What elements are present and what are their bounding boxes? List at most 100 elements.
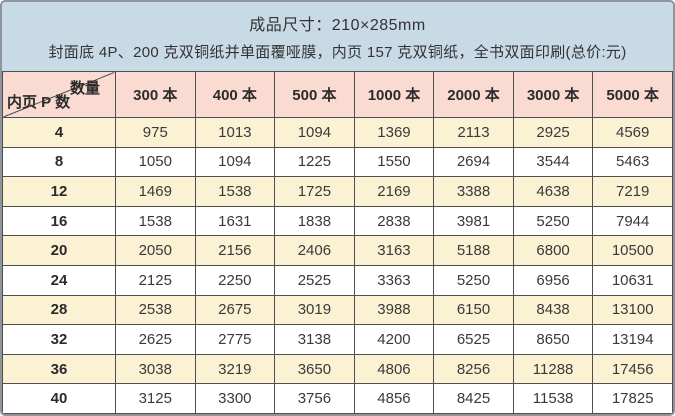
table-row: 20 2050 2156 2406 3163 5188 6800 10500: [2, 235, 673, 266]
price-cell: 4638: [512, 176, 594, 207]
table-row: 28 2538 2675 3019 3988 6150 8438 13100: [2, 294, 673, 326]
pages-cell: 32: [2, 324, 116, 355]
product-size-title: 成品尺寸：210×285mm: [249, 17, 426, 34]
pages-axis-label: 内页 P 数: [7, 94, 71, 111]
quantity-column-header: 5000 本: [592, 71, 673, 118]
price-cell: 7219: [592, 176, 673, 207]
price-cell: 2538: [115, 294, 196, 326]
quantity-column-header: 2000 本: [433, 71, 514, 118]
price-cell: 4806: [353, 353, 435, 385]
price-cell: 2838: [353, 205, 435, 237]
price-cell: 6800: [512, 235, 594, 266]
quantity-column-header: 400 本: [194, 71, 276, 118]
price-cell: 11288: [512, 353, 594, 385]
sheet-header: 成品尺寸：210×285mm 封面底 4P、200 克双铜纸并单面覆哑膜，内页 …: [2, 2, 673, 71]
price-cell: 6525: [433, 324, 514, 355]
price-cell: 1369: [353, 117, 435, 148]
price-cell: 6150: [433, 294, 514, 326]
price-cell: 3300: [194, 383, 276, 414]
quantity-column-header: 300 本: [115, 71, 196, 118]
table-head: 数量 内页 P 数 300 本 400 本 500 本 1000 本 2000 本 300…: [2, 71, 673, 118]
price-cell: 17456: [592, 353, 673, 385]
price-cell: 3138: [274, 324, 355, 355]
pages-cell: 24: [2, 264, 116, 296]
price-cell: 3388: [433, 176, 514, 207]
price-cell: 8256: [433, 353, 514, 385]
pages-cell: 28: [2, 294, 116, 326]
price-cell: 2250: [194, 264, 276, 296]
price-cell: 2925: [512, 117, 594, 148]
price-cell: 2125: [115, 264, 196, 296]
price-cell: 5250: [512, 205, 594, 237]
spec-description: 封面底 4P、200 克双铜纸并单面覆哑膜，内页 157 克双铜纸，全书双面印刷…: [48, 44, 627, 61]
price-cell: 3756: [274, 383, 355, 414]
price-cell: 3650: [274, 353, 355, 385]
price-cell: 10631: [592, 264, 673, 296]
price-cell: 17825: [592, 383, 673, 414]
price-cell: 3544: [512, 146, 594, 178]
price-cell: 3019: [274, 294, 355, 326]
price-cell: 4200: [353, 324, 435, 355]
price-cell: 1550: [353, 146, 435, 178]
table-row: 40 3125 3300 3756 4856 8425 11538 17825: [2, 383, 673, 414]
price-cell: 8425: [433, 383, 514, 414]
table-row: 8 1050 1094 1225 1550 2694 3544 5463: [2, 146, 673, 178]
table-row: 32 2625 2775 3138 4200 6525 8650 13194: [2, 324, 673, 355]
quantity-column-header: 500 本: [274, 71, 355, 118]
price-cell: 13194: [592, 324, 673, 355]
price-cell: 8438: [512, 294, 594, 326]
price-cell: 2406: [274, 235, 355, 266]
pages-cell: 12: [2, 176, 116, 207]
price-cell: 2694: [433, 146, 514, 178]
pages-cell: 4: [2, 117, 116, 148]
pages-cell: 8: [2, 146, 116, 178]
price-cell: 1538: [115, 205, 196, 237]
corner-header-cell: 数量 内页 P 数: [2, 71, 116, 118]
price-cell: 2113: [433, 117, 514, 148]
price-cell: 1225: [274, 146, 355, 178]
price-cell: 4856: [353, 383, 435, 414]
price-cell: 6956: [512, 264, 594, 296]
price-cell: 8650: [512, 324, 594, 355]
price-cell: 2525: [274, 264, 355, 296]
price-cell: 2625: [115, 324, 196, 355]
price-cell: 975: [115, 117, 196, 148]
price-cell: 2169: [353, 176, 435, 207]
price-cell: 2050: [115, 235, 196, 266]
price-cell: 2156: [194, 235, 276, 266]
price-cell: 3363: [353, 264, 435, 296]
quantity-axis-label: 数量: [69, 80, 100, 97]
quantity-column-header: 1000 本: [353, 71, 435, 118]
price-cell: 5250: [433, 264, 514, 296]
table-row: 4 975 1013 1094 1369 2113 2925 4569: [2, 117, 673, 148]
price-cell: 3219: [194, 353, 276, 385]
price-cell: 13100: [592, 294, 673, 326]
price-cell: 1050: [115, 146, 196, 178]
table-body: 4 975 1013 1094 1369 2113 2925 4569 8 1050 1094 122…: [2, 117, 673, 414]
price-cell: 5188: [433, 235, 514, 266]
price-cell: 1838: [274, 205, 355, 237]
pages-cell: 40: [2, 383, 116, 414]
table-row: 16 1538 1631 1838 2838 3981 5250 7944: [2, 205, 673, 237]
price-cell: 11538: [512, 383, 594, 414]
price-cell: 3125: [115, 383, 196, 414]
pages-cell: 16: [2, 205, 116, 237]
price-cell: 1094: [274, 117, 355, 148]
price-cell: 1631: [194, 205, 276, 237]
price-cell: 5463: [592, 146, 673, 178]
price-cell: 3038: [115, 353, 196, 385]
table-row: 12 1469 1538 1725 2169 3388 4638 7219: [2, 176, 673, 207]
price-cell: 1538: [194, 176, 276, 207]
price-cell: 3163: [353, 235, 435, 266]
quantity-column-header: 3000 本: [512, 71, 594, 118]
price-cell: 2775: [194, 324, 276, 355]
price-cell: 1094: [194, 146, 276, 178]
price-table: 数量 内页 P 数 300 本 400 本 500 本 1000 本 2000 本 300…: [2, 71, 673, 414]
price-cell: 3981: [433, 205, 514, 237]
price-cell: 10500: [592, 235, 673, 266]
price-cell: 2675: [194, 294, 276, 326]
price-cell: 1013: [194, 117, 276, 148]
price-cell: 4569: [592, 117, 673, 148]
price-cell: 3988: [353, 294, 435, 326]
